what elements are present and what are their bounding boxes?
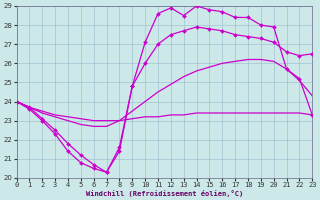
X-axis label: Windchill (Refroidissement éolien,°C): Windchill (Refroidissement éolien,°C): [86, 190, 243, 197]
